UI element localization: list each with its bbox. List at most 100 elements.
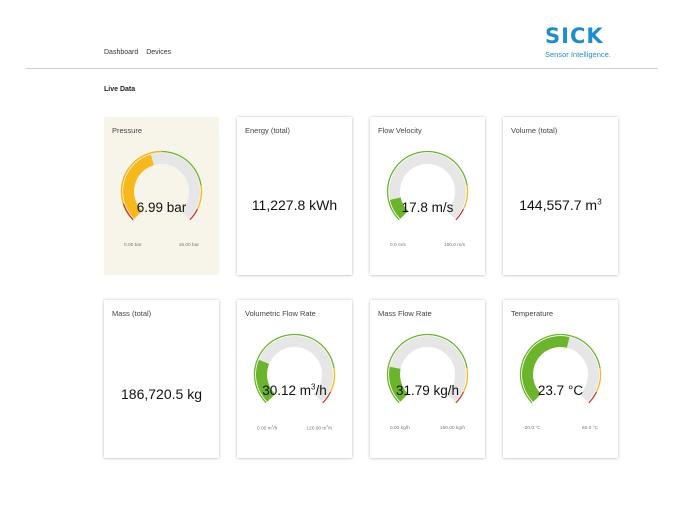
value-number: 11,227.8: [251, 197, 306, 213]
gauge-value: 17.8 m/s: [370, 200, 485, 215]
card-value: 186,720.5 kg: [104, 386, 219, 402]
card-title: Volume (total): [511, 126, 558, 135]
gauge-max-text: 120.00 m: [306, 426, 327, 432]
gauge-min-label: 0.00 m3/h: [257, 424, 278, 432]
gauge-scale-alarm: [588, 391, 598, 404]
gauge-max-text: 60.0 °C: [581, 426, 598, 431]
gauge-value: 23.7 °C: [503, 383, 618, 398]
gauge-scale-alarm: [189, 208, 199, 221]
card-mass: Mass (total) 186,720.5 kg: [104, 300, 219, 458]
gauge-min-text: 0.0 m/s: [390, 243, 406, 248]
gauge-min-label: 0.00 bar: [124, 243, 142, 248]
gauge-max-sup: 3: [326, 424, 328, 428]
gauge-scale-warning: [329, 368, 336, 393]
card-mass-flow: Mass Flow Rate 31.79 kg/h 0.00 kg/h 150.00 …: [370, 300, 485, 458]
gauge-value: 6.99 bar: [104, 200, 219, 215]
gauge-scale-alarm: [322, 391, 332, 404]
value-unit: m: [585, 197, 598, 213]
value-unit: kWh: [309, 197, 338, 213]
nav-dashboard-link[interactable]: Dashboard: [104, 49, 139, 56]
card-volume: Volume (total) 144,557.7 m3: [503, 117, 618, 275]
gauge-min-text: -20.0 °C: [523, 426, 541, 431]
gauge-value: 31.79 kg/h: [370, 383, 485, 398]
value-number: 23.7: [537, 383, 565, 398]
gauge-track: [389, 153, 466, 219]
card-title: Mass Flow Rate: [378, 309, 432, 318]
card-energy: Energy (total) 11,227.8 kWh: [237, 117, 352, 275]
top-nav: Dashboard Devices: [104, 49, 177, 56]
gauge-max-text: 150.00 kg/h: [439, 426, 465, 431]
value-unit: kg/h: [433, 383, 460, 398]
value-unit-sup: 3: [311, 382, 316, 392]
gauge-fill: [389, 366, 409, 402]
card-title: Temperature: [511, 309, 554, 318]
gauge-min-label: -20.0 °C: [523, 426, 541, 431]
gauge: [386, 333, 469, 404]
logo-brand: SICK: [545, 24, 604, 48]
gauge-scale-warning: [196, 185, 203, 210]
gauge-scale-alarm: [455, 391, 465, 404]
gauge-min-text: 0.00 bar: [124, 243, 142, 248]
card-value: 11,227.8 kWh: [237, 197, 352, 213]
gauge-scale-warning: [462, 185, 469, 210]
card-title: Energy (total): [245, 126, 291, 135]
gauge-fill: [522, 336, 570, 402]
gauge-max-label: 60.0 °C: [582, 426, 598, 431]
gauge-max-label: 16.00 bar: [179, 243, 199, 248]
sick-logo: SICK Sensor Intelligence.: [545, 24, 611, 60]
gauge-max-label: 150.00 kg/h: [440, 426, 465, 431]
value-unit-sup: 3: [597, 196, 602, 207]
gauge-max-text: 150.0 m/s: [443, 243, 465, 248]
gauge-scale-normal: [253, 333, 335, 404]
gauge: [253, 333, 336, 404]
gauge-min-text: 0.00 m: [257, 426, 272, 432]
gauge-fill: [389, 197, 409, 219]
value-number: 6.99: [136, 200, 163, 215]
gauge-scale-normal: [519, 333, 601, 404]
value-unit: kg: [187, 386, 202, 402]
gauge-scale-low-alarm: [122, 203, 134, 221]
gauge: [386, 150, 469, 221]
value-unit: m/s: [431, 200, 454, 215]
gauge-min-sup: 3: [271, 424, 274, 428]
gauge: [120, 150, 203, 221]
value-unit-suffix: /h: [315, 383, 327, 398]
gauge-max-label: 150.0 m/s: [444, 243, 465, 248]
value-unit: °C: [567, 383, 584, 398]
card-title: Volumetric Flow Rate: [245, 309, 316, 318]
gauge: [519, 333, 602, 404]
value-number: 30.12: [262, 383, 296, 398]
gauge-scale-warning: [462, 368, 469, 393]
gauge-min-label: 0.0 m/s: [390, 243, 406, 248]
card-pressure: Pressure 6.99 bar 0.00 bar 16.00 bar: [104, 117, 219, 275]
card-volumetric-flow: Volumetric Flow Rate 30.12 m3/h 0.00 m3/h 1…: [237, 300, 352, 458]
gauge-scale-alarm: [455, 208, 465, 221]
logo-tagline: Sensor Intelligence.: [545, 50, 611, 59]
value-unit: m: [299, 383, 312, 398]
value-number: 31.79: [395, 383, 430, 398]
value-number: 144,557.7: [519, 197, 582, 213]
gauge-min-suffix: /h: [273, 426, 278, 432]
gauge-max-suffix: /h: [327, 426, 332, 432]
value-number: 186,720.5: [121, 386, 184, 402]
gauge-scale-warning: [595, 368, 602, 393]
gauge-min-text: 0.00 kg/h: [390, 426, 410, 431]
gauge-fill: [123, 154, 155, 219]
card-value: 144,557.7 m3: [503, 197, 618, 213]
card-title: Pressure: [112, 126, 143, 135]
gauge-scale-normal: [386, 150, 468, 221]
card-title: Mass (total): [112, 309, 152, 318]
card-title: Flow Velocity: [378, 126, 422, 135]
header-divider: [26, 68, 658, 69]
gauge-min-label: 0.00 kg/h: [390, 426, 410, 431]
nav-devices-link[interactable]: Devices: [146, 49, 172, 56]
gauge-fill: [256, 359, 276, 402]
value-unit: bar: [166, 200, 187, 215]
value-number: 17.8: [401, 200, 428, 215]
gauge-scale-low-warning: [120, 150, 162, 205]
gauge-max-text: 16.00 bar: [178, 243, 199, 248]
gauge-scale-normal: [386, 333, 468, 404]
card-flow-velocity: Flow Velocity 17.8 m/s 0.0 m/s 150.0 m/s: [370, 117, 485, 275]
section-title: Live Data: [104, 86, 136, 93]
gauge-max-label: 120.00 m3/h: [306, 424, 332, 432]
